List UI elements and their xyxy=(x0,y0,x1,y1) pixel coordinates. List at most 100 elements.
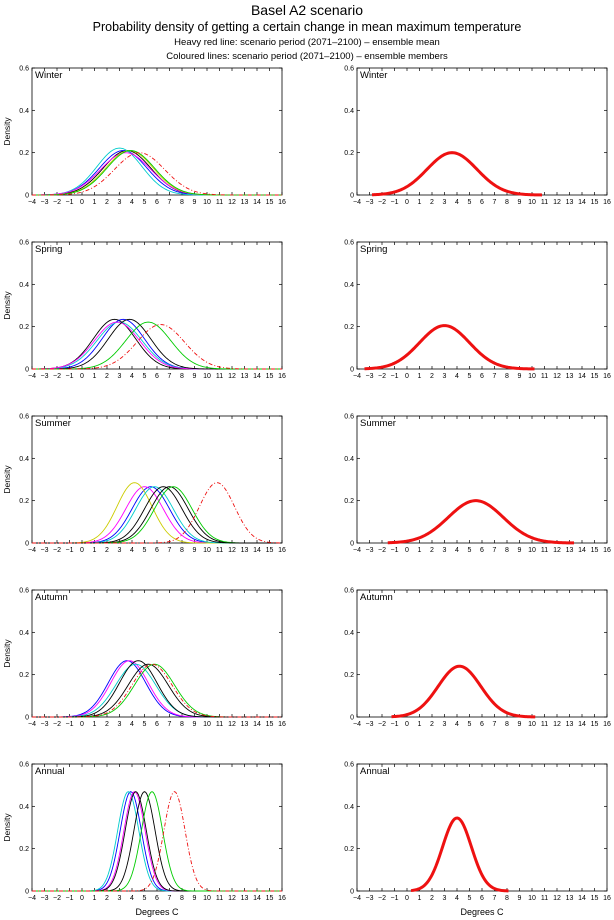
y-tick-label: 0.6 xyxy=(344,414,354,421)
x-tick-label: 15 xyxy=(266,547,274,554)
x-tick-label: −4 xyxy=(28,547,36,554)
y-tick-label: 0.6 xyxy=(19,240,29,247)
x-tick-label: 9 xyxy=(193,199,197,206)
x-tick-label: 10 xyxy=(528,199,536,206)
x-tick-label: 6 xyxy=(155,895,159,902)
x-tick-label: 15 xyxy=(266,199,274,206)
x-tick-label: 7 xyxy=(168,199,172,206)
x-tick-label: 8 xyxy=(505,373,509,380)
y-tick-label: 0.2 xyxy=(344,672,354,679)
y-tick-label: 0.4 xyxy=(19,108,29,115)
x-tick-label: −3 xyxy=(366,199,374,206)
x-tick-label: 4 xyxy=(455,373,459,380)
ensemble-member-line xyxy=(32,791,282,892)
x-tick-label: −1 xyxy=(66,721,74,728)
x-tick-label: −2 xyxy=(378,895,386,902)
x-tick-label: 13 xyxy=(566,373,574,380)
x-tick-label: −3 xyxy=(366,373,374,380)
x-tick-label: 9 xyxy=(518,373,522,380)
x-tick-label: −2 xyxy=(378,199,386,206)
x-tick-label: 14 xyxy=(578,199,586,206)
x-tick-label: 15 xyxy=(591,547,599,554)
x-tick-label: 2 xyxy=(105,895,109,902)
x-tick-label: 14 xyxy=(578,373,586,380)
x-tick-label: 6 xyxy=(480,721,484,728)
x-tick-label: 9 xyxy=(193,373,197,380)
x-tick-label: 12 xyxy=(228,373,236,380)
x-tick-label: 15 xyxy=(591,373,599,380)
x-tick-label: −3 xyxy=(41,721,49,728)
x-tick-label: 10 xyxy=(203,721,211,728)
x-tick-label: 1 xyxy=(418,547,422,554)
x-tick-label: −1 xyxy=(391,547,399,554)
x-tick-label: 3 xyxy=(443,547,447,554)
y-tick-label: 0 xyxy=(350,541,354,548)
x-tick-label: 5 xyxy=(143,199,147,206)
x-tick-label: 0 xyxy=(80,721,84,728)
x-tick-label: 9 xyxy=(518,721,522,728)
x-tick-label: 14 xyxy=(253,895,261,902)
y-tick-label: 0.6 xyxy=(344,762,354,769)
x-tick-label: −4 xyxy=(28,373,36,380)
x-tick-label: 10 xyxy=(203,199,211,206)
x-tick-label: −4 xyxy=(353,547,361,554)
x-tick-label: 3 xyxy=(443,895,447,902)
season-label: Annual xyxy=(360,766,390,777)
panel-autumn-left: 00.20.40.6−4 −3 −2 −1 0 1 2 3 4 5 6 7 8 9 10 11 12 13 14 15… xyxy=(2,588,286,729)
x-tick-label: 12 xyxy=(228,721,236,728)
y-tick-label: 0.4 xyxy=(344,456,354,463)
x-tick-label: 12 xyxy=(553,199,561,206)
x-tick-label: 1 xyxy=(93,199,97,206)
x-tick-label: −1 xyxy=(391,373,399,380)
x-tick-label: 8 xyxy=(505,895,509,902)
y-tick-label: 0.2 xyxy=(19,324,29,331)
y-tick-label: 0.4 xyxy=(19,282,29,289)
ensemble-mean-line xyxy=(387,499,575,545)
x-tick-label: 8 xyxy=(180,199,184,206)
x-tick-label: 15 xyxy=(266,895,274,902)
x-tick-label: 2 xyxy=(105,373,109,380)
plot-frame xyxy=(31,241,283,370)
x-tick-label: 8 xyxy=(180,895,184,902)
x-tick-label: −4 xyxy=(28,895,36,902)
panel-autumn-right: 00.20.40.6−4 −3 −2 −1 0 1 2 3 4 5 6 7 8 9 10 11 12 13 14 15… xyxy=(344,588,611,729)
x-tick-label: 6 xyxy=(480,373,484,380)
x-tick-label: 13 xyxy=(566,199,574,206)
ensemble-mean-line xyxy=(364,324,535,371)
x-tick-label: 5 xyxy=(143,721,147,728)
x-tick-label: 7 xyxy=(168,547,172,554)
x-tick-label: 11 xyxy=(541,721,548,728)
y-tick-label: 0.2 xyxy=(344,846,354,853)
x-tick-label: 15 xyxy=(591,199,599,206)
x-tick-label: 0 xyxy=(405,547,409,554)
x-tick-label: 2 xyxy=(105,547,109,554)
y-axis-label: Density xyxy=(2,813,12,842)
y-tick-label: 0.2 xyxy=(344,150,354,157)
plot-frame xyxy=(356,763,608,892)
x-tick-label: −2 xyxy=(53,721,61,728)
x-tick-label: 0 xyxy=(80,199,84,206)
x-tick-label: 12 xyxy=(228,547,236,554)
x-tick-label: −1 xyxy=(66,547,74,554)
x-tick-label: −1 xyxy=(391,895,399,902)
x-tick-label: 3 xyxy=(118,199,122,206)
y-tick-label: 0 xyxy=(25,541,29,548)
y-tick-label: 0.2 xyxy=(344,324,354,331)
x-tick-label: 15 xyxy=(266,721,274,728)
page-subtitle: Probability density of getting a certain… xyxy=(92,20,522,34)
x-tick-label: 5 xyxy=(143,373,147,380)
ensemble-mean-line xyxy=(371,151,543,197)
x-tick-label: 0 xyxy=(405,373,409,380)
panel-summer-left: 00.20.40.6−4 −3 −2 −1 0 1 2 3 4 5 6 7 8 9 10 11 12 13 14 15… xyxy=(2,414,286,555)
x-axis-label: Degrees C xyxy=(135,907,179,917)
x-tick-label: 3 xyxy=(118,721,122,728)
x-tick-label: 7 xyxy=(493,547,497,554)
x-tick-label: 11 xyxy=(216,895,223,902)
x-tick-label: −3 xyxy=(366,895,374,902)
x-tick-label: 11 xyxy=(216,199,223,206)
x-tick-label: 3 xyxy=(443,373,447,380)
y-axis-label: Density xyxy=(2,291,12,320)
x-tick-label: 6 xyxy=(155,373,159,380)
x-tick-label: 2 xyxy=(430,721,434,728)
x-tick-label: 4 xyxy=(455,721,459,728)
